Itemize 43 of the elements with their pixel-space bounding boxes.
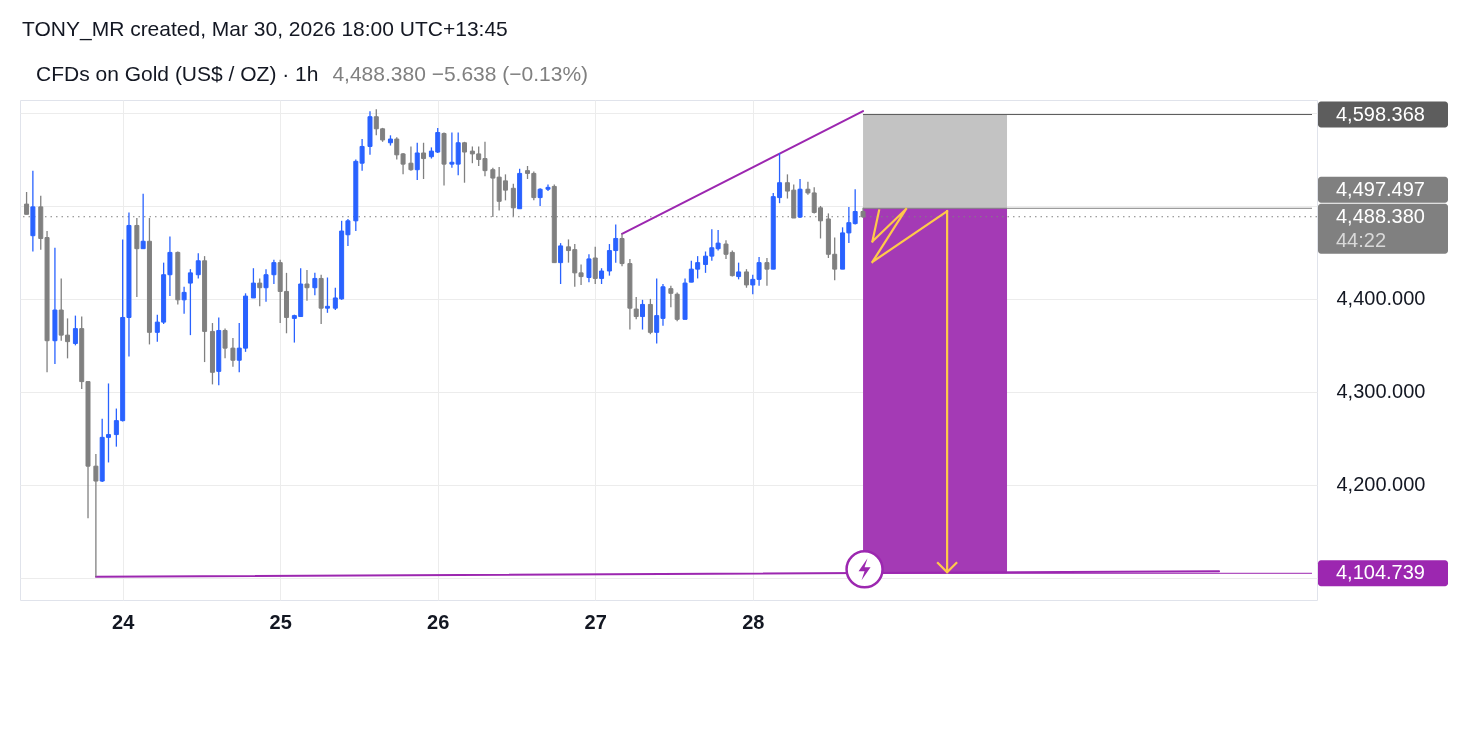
candlestick bbox=[764, 257, 770, 287]
text: TONY_MR created, Mar 30, 2026 18:00 UTC+13:45 bbox=[22, 16, 508, 42]
candlestick bbox=[668, 285, 674, 308]
candlestick bbox=[140, 193, 146, 250]
candlestick bbox=[195, 252, 201, 280]
x-tick-label: 26 bbox=[427, 610, 450, 633]
chart-title: CFDs on Gold (US$ / OZ) · 1h bbox=[36, 62, 319, 85]
x-tick-label: 25 bbox=[269, 610, 292, 633]
y-tick-label: 4,200.000 bbox=[1336, 473, 1426, 496]
candlestick bbox=[462, 141, 467, 184]
candlestick bbox=[72, 314, 78, 346]
candlestick bbox=[257, 277, 263, 307]
candlestick bbox=[421, 142, 427, 180]
x-tick-label: 27 bbox=[584, 610, 607, 633]
ref-line-label: 4,488.380 bbox=[1336, 204, 1425, 227]
candlestick bbox=[187, 268, 193, 336]
y-tick-label: 4,400.000 bbox=[1336, 287, 1426, 310]
candlestick bbox=[324, 276, 330, 314]
candlestick bbox=[230, 337, 236, 368]
candlestick bbox=[134, 217, 140, 298]
candlestick bbox=[304, 269, 310, 302]
candlestick bbox=[222, 327, 228, 360]
chart-subtitle: 4,488.380 −5.638 (−0.13%) bbox=[332, 62, 589, 85]
x-tick-label: 24 bbox=[112, 610, 136, 633]
candlestick bbox=[640, 299, 646, 331]
candlestick bbox=[312, 272, 318, 296]
ref-line-label: 4,497.497 bbox=[1336, 177, 1425, 200]
ref-line-label: 4,104.739 bbox=[1336, 561, 1425, 584]
candlestick bbox=[271, 259, 277, 285]
candlestick bbox=[250, 267, 256, 299]
candlestick bbox=[743, 268, 749, 289]
candlestick bbox=[408, 145, 414, 172]
candlestick bbox=[558, 242, 564, 285]
x-tick-label: 28 bbox=[742, 610, 765, 633]
y-tick-label: 4,300.000 bbox=[1336, 380, 1426, 403]
candlestick bbox=[592, 246, 598, 285]
candlestick bbox=[93, 453, 99, 578]
candlestick bbox=[263, 268, 269, 303]
text: 44:22 bbox=[1336, 228, 1387, 251]
candlestick bbox=[414, 142, 420, 181]
candlestick bbox=[181, 286, 187, 315]
candlestick bbox=[586, 253, 592, 283]
ref-line-label: 4,598.368 bbox=[1336, 102, 1425, 125]
